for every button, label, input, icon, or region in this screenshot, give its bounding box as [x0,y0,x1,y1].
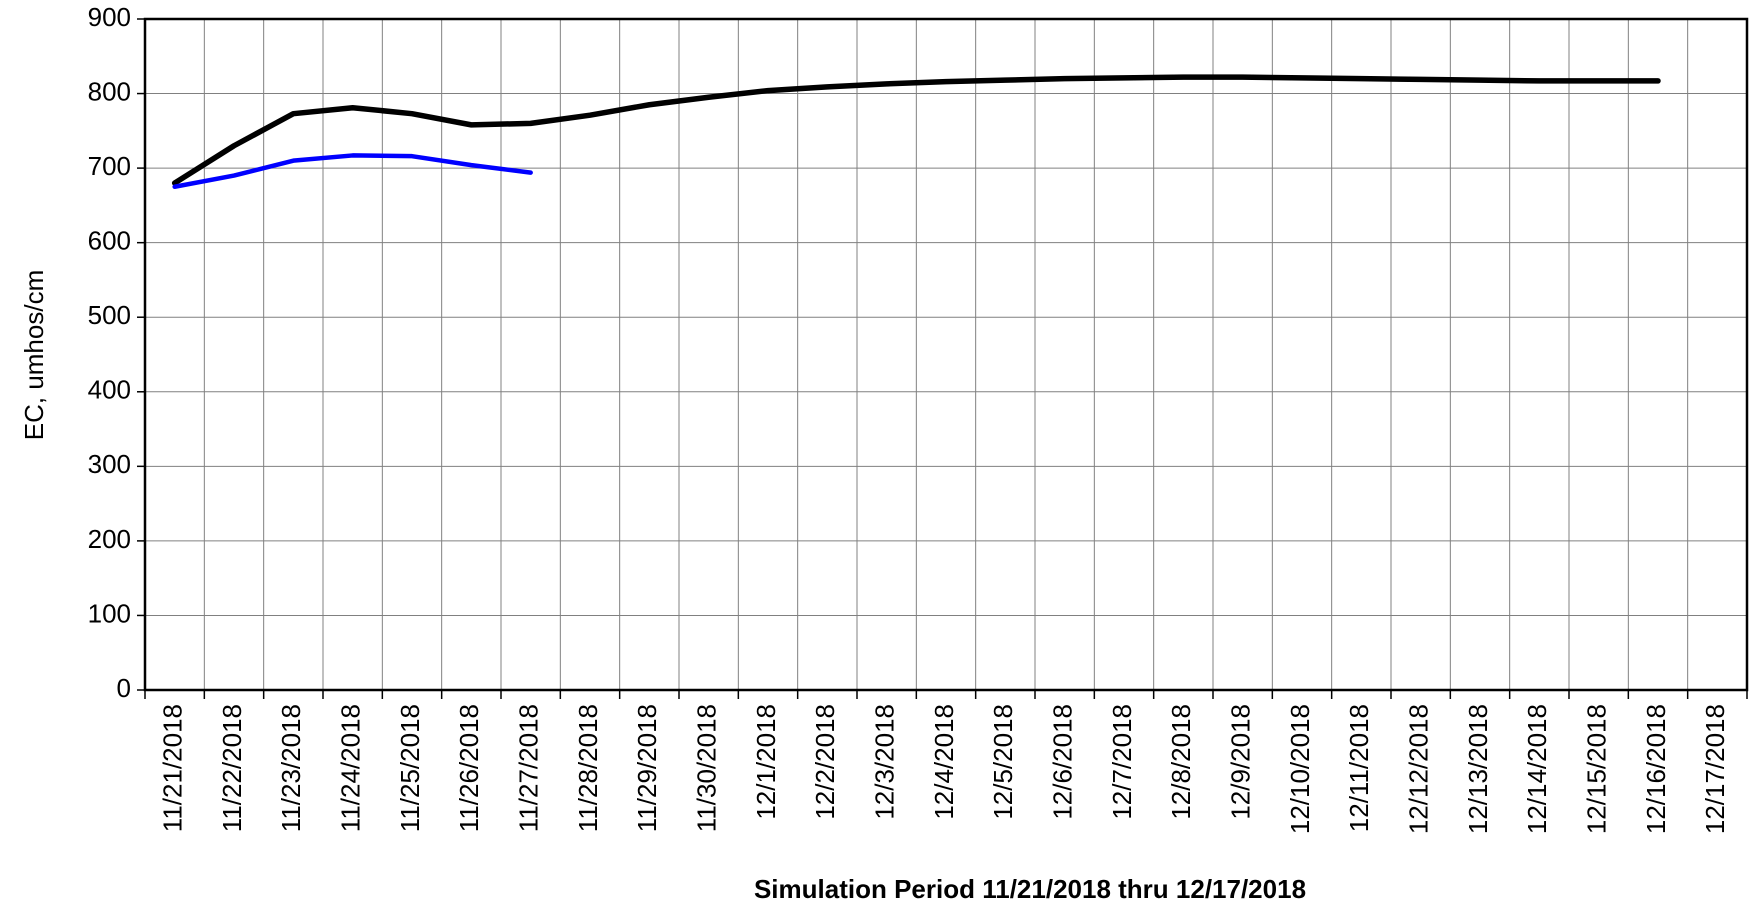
x-tick-label: 11/24/2018 [336,704,366,832]
x-tick-label: 12/10/2018 [1285,704,1315,834]
x-tick-label: 12/3/2018 [870,704,900,820]
y-tick-label: 300 [88,449,131,479]
x-tick-label: 11/22/2018 [217,704,247,832]
x-tick-label: 12/17/2018 [1700,704,1730,834]
x-tick-label: 11/29/2018 [632,704,662,832]
x-axis-label: Simulation Period 11/21/2018 thru 12/17/… [754,874,1306,904]
x-tick-label: 11/28/2018 [573,704,603,832]
x-tick-label: 12/9/2018 [1226,704,1256,820]
y-tick-label: 800 [88,76,131,106]
y-tick-label: 500 [88,300,131,330]
series-line [171,74,1661,186]
x-tick-label: 12/6/2018 [1048,704,1078,820]
x-tick-label: 11/23/2018 [276,704,306,832]
y-tick-label: 100 [88,598,131,628]
x-tick-label: 12/7/2018 [1107,704,1137,820]
x-tick-label: 11/21/2018 [158,704,188,832]
x-tick-label: 12/16/2018 [1641,704,1671,834]
y-tick-label: 0 [117,673,131,703]
y-tick-label: 200 [88,524,131,554]
x-tick-label: 12/2/2018 [810,704,840,820]
x-tick-label: 11/30/2018 [692,704,722,832]
x-tick-label: 11/27/2018 [514,704,544,832]
plot-area [145,19,1747,690]
y-axis-label: EC, umhos/cm [19,270,49,441]
y-tick-label: 600 [88,226,131,256]
x-tick-label: 12/14/2018 [1522,704,1552,834]
x-tick-label: 12/1/2018 [751,704,781,820]
x-tick-label: 11/26/2018 [454,704,484,832]
x-tick-label: 12/5/2018 [988,704,1018,820]
y-tick-label: 700 [88,151,131,181]
x-tick-label: 12/4/2018 [929,704,959,820]
plot-border [143,17,1749,692]
y-tick-label: 400 [88,375,131,405]
y-tick-label: 900 [88,2,131,32]
x-tick-label: 12/15/2018 [1582,704,1612,834]
x-tick-label: 12/8/2018 [1166,704,1196,820]
x-tick-label: 12/11/2018 [1344,704,1374,832]
x-tick-label: 12/12/2018 [1404,704,1434,834]
x-tick-label: 11/25/2018 [395,704,425,832]
series-line [172,153,533,189]
x-tick-label: 12/13/2018 [1463,704,1493,834]
